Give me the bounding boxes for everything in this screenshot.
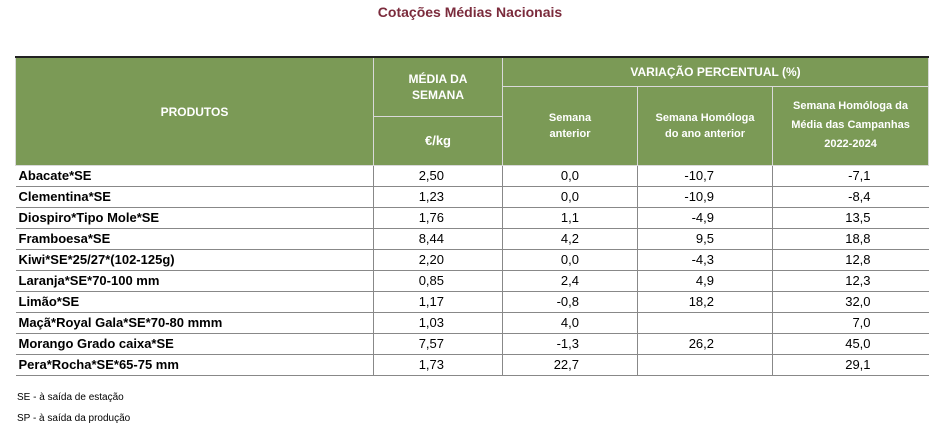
semana-anterior-value: 22,7 bbox=[502, 354, 638, 376]
homologa-value: 4,9 bbox=[637, 270, 773, 292]
campanhas-value: 12,3 bbox=[772, 270, 929, 292]
semana-anterior-value: 4,0 bbox=[502, 312, 638, 334]
media-value: 1,03 bbox=[373, 312, 503, 334]
homologa-value: -4,3 bbox=[637, 249, 773, 271]
table-row: Clementina*SE 1,23 0,0 -10,9 -8,4 bbox=[15, 186, 929, 208]
media-value: 1,23 bbox=[373, 186, 503, 208]
media-value: 2,50 bbox=[373, 165, 503, 187]
campanhas-value: -7,1 bbox=[772, 165, 929, 187]
product-name: Limão*SE bbox=[15, 291, 374, 313]
media-value: 1,76 bbox=[373, 207, 503, 229]
media-value: 7,57 bbox=[373, 333, 503, 355]
semana-anterior-value: 4,2 bbox=[502, 228, 638, 250]
media-value: 8,44 bbox=[373, 228, 503, 250]
semana-anterior-value: 2,4 bbox=[502, 270, 638, 292]
product-name: Framboesa*SE bbox=[15, 228, 374, 250]
product-name: Clementina*SE bbox=[15, 186, 374, 208]
campanhas-value: 7,0 bbox=[772, 312, 929, 334]
homologa-value: -10,9 bbox=[637, 186, 773, 208]
homologa-value bbox=[637, 312, 773, 334]
table-row: Abacate*SE 2,50 0,0 -10,7 -7,1 bbox=[15, 165, 929, 187]
product-name: Maçã*Royal Gala*SE*70-80 mmm bbox=[15, 312, 374, 334]
homologa-value: -10,7 bbox=[637, 165, 773, 187]
table-row: Limão*SE 1,17 -0,8 18,2 32,0 bbox=[15, 291, 929, 313]
media-value: 1,17 bbox=[373, 291, 503, 313]
media-value: 1,73 bbox=[373, 354, 503, 376]
semana-anterior-value: 0,0 bbox=[502, 165, 638, 187]
campanhas-value: 32,0 bbox=[772, 291, 929, 313]
header-unit: €/kg bbox=[373, 116, 503, 166]
table-row: Framboesa*SE 8,44 4,2 9,5 18,8 bbox=[15, 228, 929, 250]
media-value: 2,20 bbox=[373, 249, 503, 271]
header-homologa: Semana Homóloga do ano anterior bbox=[637, 85, 773, 166]
semana-anterior-value: -0,8 bbox=[502, 291, 638, 313]
homologa-value: 26,2 bbox=[637, 333, 773, 355]
homologa-value bbox=[637, 354, 773, 376]
header-variacao: VARIAÇÃO PERCENTUAL (%) bbox=[501, 56, 930, 87]
footnote-se: SE - à saída de estação bbox=[17, 392, 124, 403]
campanhas-value: -8,4 bbox=[772, 186, 929, 208]
header-produtos: PRODUTOS bbox=[15, 56, 374, 166]
footnote-sp: SP - à saída da produção bbox=[17, 413, 131, 424]
header-semana-anterior: Semana anterior bbox=[502, 85, 638, 166]
product-name: Abacate*SE bbox=[15, 165, 374, 187]
table-row: Kiwi*SE*25/27*(102-125g) 2,20 0,0 -4,3 12,8 bbox=[15, 249, 929, 271]
campanhas-value: 29,1 bbox=[772, 354, 929, 376]
campanhas-value: 45,0 bbox=[772, 333, 929, 355]
homologa-value: -4,9 bbox=[637, 207, 773, 229]
table-row: Maçã*Royal Gala*SE*70-80 mmm 1,03 4,0 7,0 bbox=[15, 312, 929, 334]
page-title: Cotações Médias Nacionais bbox=[377, 4, 563, 20]
header-media: MÉDIA DA SEMANA bbox=[373, 56, 503, 117]
prices-table: PRODUTOS MÉDIA DA SEMANA VARIAÇÃO PERCENT… bbox=[15, 56, 930, 376]
campanhas-value: 18,8 bbox=[772, 228, 929, 250]
media-value: 0,85 bbox=[373, 270, 503, 292]
semana-anterior-value: -1,3 bbox=[502, 333, 638, 355]
homologa-value: 9,5 bbox=[637, 228, 773, 250]
campanhas-value: 13,5 bbox=[772, 207, 929, 229]
product-name: Kiwi*SE*25/27*(102-125g) bbox=[15, 249, 374, 271]
product-name: Morango Grado caixa*SE bbox=[15, 333, 374, 355]
product-name: Pera*Rocha*SE*65-75 mm bbox=[15, 354, 374, 376]
table-row: Pera*Rocha*SE*65-75 mm 1,73 22,7 29,1 bbox=[15, 354, 929, 376]
table-row: Diospiro*Tipo Mole*SE 1,76 1,1 -4,9 13,5 bbox=[15, 207, 929, 229]
campanhas-value: 12,8 bbox=[772, 249, 929, 271]
semana-anterior-value: 1,1 bbox=[502, 207, 638, 229]
product-name: Diospiro*Tipo Mole*SE bbox=[15, 207, 374, 229]
semana-anterior-value: 0,0 bbox=[502, 249, 638, 271]
table-row: Morango Grado caixa*SE 7,57 -1,3 26,2 45,0 bbox=[15, 333, 929, 355]
table-row: Laranja*SE*70-100 mm 0,85 2,4 4,9 12,3 bbox=[15, 270, 929, 292]
product-name: Laranja*SE*70-100 mm bbox=[15, 270, 374, 292]
homologa-value: 18,2 bbox=[637, 291, 773, 313]
semana-anterior-value: 0,0 bbox=[502, 186, 638, 208]
header-campanhas: Semana Homóloga da Média das Campanhas 202… bbox=[771, 85, 930, 166]
